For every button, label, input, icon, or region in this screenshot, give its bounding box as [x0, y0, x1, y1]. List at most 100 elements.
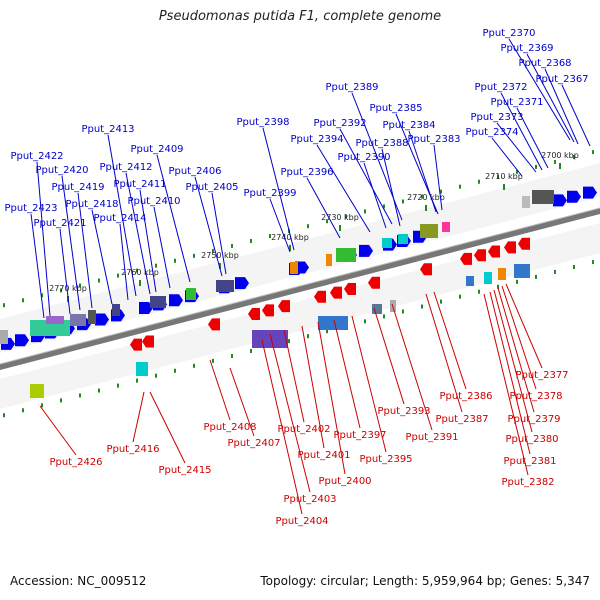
- reverse-scale-track: [3, 260, 594, 418]
- scale-dot: [136, 268, 138, 273]
- scale-dot: [60, 398, 62, 403]
- reverse-gene-label: Pput_2386: [439, 391, 492, 402]
- leader-line: [39, 405, 77, 456]
- forward-gene-label: Pput_2409: [130, 144, 183, 155]
- forward-feature-block: [420, 224, 438, 238]
- scale-dot: [136, 378, 138, 383]
- scale-dot: [573, 155, 575, 160]
- scale-dot: [326, 329, 328, 334]
- scale-dot: [174, 368, 176, 373]
- leader-line: [395, 113, 439, 215]
- scale-dot: [421, 304, 423, 309]
- reverse-gene-label: Pput_2416: [106, 444, 159, 455]
- forward-feature-block: [522, 196, 530, 208]
- leader-line: [156, 154, 191, 283]
- scale-dot: [212, 358, 214, 363]
- scale-tick-label: 2760 kbp: [121, 268, 159, 277]
- forward-feature-block: [532, 190, 554, 204]
- leader-line: [194, 176, 223, 277]
- scale-dot: [383, 314, 385, 319]
- forward-gene-label: Pput_2418: [65, 199, 118, 210]
- forward-feature-block: [398, 234, 408, 244]
- leader-line: [497, 287, 535, 413]
- forward-gene-label: Pput_2368: [518, 58, 571, 69]
- scale-dot: [193, 253, 195, 258]
- leader-line: [139, 189, 157, 293]
- leader-line: [505, 283, 543, 369]
- leader-line: [30, 213, 45, 319]
- scale-dot: [554, 159, 556, 164]
- leader-line: [269, 333, 311, 493]
- scale-dot: [345, 214, 347, 219]
- leader-line: [373, 307, 405, 405]
- forward-gene-label: Pput_2405: [185, 182, 238, 193]
- leader-line: [61, 175, 81, 311]
- leader-line: [433, 291, 467, 390]
- scale-tick-label: 2720 kbp: [407, 193, 445, 202]
- scale-dot: [535, 164, 537, 169]
- leader-line: [333, 319, 361, 429]
- scale-dot: [269, 234, 271, 239]
- forward-gene-arrow: [169, 294, 183, 307]
- reverse-gene-arrow: [330, 286, 342, 299]
- scale-dot: [402, 199, 404, 204]
- forward-gene-label: Pput_2367: [535, 74, 588, 85]
- reverse-gene-label: Pput_2380: [505, 434, 558, 445]
- scale-dot: [497, 174, 499, 179]
- reverse-gene-arrow: [504, 241, 516, 254]
- leader-line: [153, 206, 171, 289]
- leader-line: [132, 391, 145, 443]
- scale-dot: [60, 288, 62, 293]
- leader-line: [229, 367, 255, 437]
- reverse-gene-arrow: [314, 290, 326, 303]
- forward-gene-label: Pput_2398: [236, 117, 289, 128]
- reverse-gene-label: Pput_2403: [283, 494, 336, 505]
- reverse-gene-arrow: [488, 245, 500, 258]
- scale-tick-mark: [559, 163, 561, 169]
- leader-line: [339, 128, 393, 225]
- leader-line: [211, 192, 227, 275]
- leader-line: [508, 38, 571, 141]
- scale-dot: [478, 289, 480, 294]
- reverse-feature-block: [466, 276, 474, 286]
- reverse-gene-arrow: [344, 283, 356, 295]
- scale-dot: [41, 293, 43, 298]
- forward-gene-label: Pput_2411: [113, 179, 166, 190]
- reverse-gene-arrow: [518, 237, 530, 250]
- scale-dot: [592, 260, 594, 265]
- scale-tick-label: 2710 kbp: [485, 172, 523, 181]
- scale-dot: [383, 204, 385, 209]
- leader-line: [119, 223, 129, 301]
- reverse-gene-label: Pput_2391: [405, 432, 458, 443]
- scale-dot: [459, 184, 461, 189]
- forward-feature-block: [0, 330, 8, 344]
- scale-dot: [402, 309, 404, 314]
- leader-line: [91, 209, 113, 305]
- leader-line: [526, 53, 575, 143]
- reverse-feature-block: [484, 272, 492, 284]
- scale-dot: [117, 383, 119, 388]
- scale-dot: [231, 353, 233, 358]
- scale-tick-mark: [339, 225, 341, 231]
- reverse-gene-label: Pput_2379: [507, 414, 560, 425]
- scale-dot: [307, 334, 309, 339]
- genome-backbone: [0, 208, 600, 370]
- scale-dot: [592, 150, 594, 155]
- forward-gene-label: Pput_2385: [369, 103, 422, 114]
- scale-dot: [364, 209, 366, 214]
- scale-dot: [554, 269, 556, 274]
- forward-gene-label: Pput_2383: [407, 134, 460, 145]
- reverse-gene-label: Pput_2397: [333, 430, 386, 441]
- scale-dot: [22, 408, 24, 413]
- scale-dot: [79, 283, 81, 288]
- scale-dot: [22, 298, 24, 303]
- forward-gene-label: Pput_2396: [280, 167, 333, 178]
- reverse-gene-arrow: [460, 252, 472, 265]
- leader-line: [561, 84, 591, 147]
- reverse-gene-arrow: [368, 276, 380, 289]
- reverse-feature-block: [372, 304, 382, 314]
- reverse-gene-arrow: [278, 300, 290, 313]
- scale-tick-mark: [425, 205, 427, 211]
- scale-dot: [41, 403, 43, 408]
